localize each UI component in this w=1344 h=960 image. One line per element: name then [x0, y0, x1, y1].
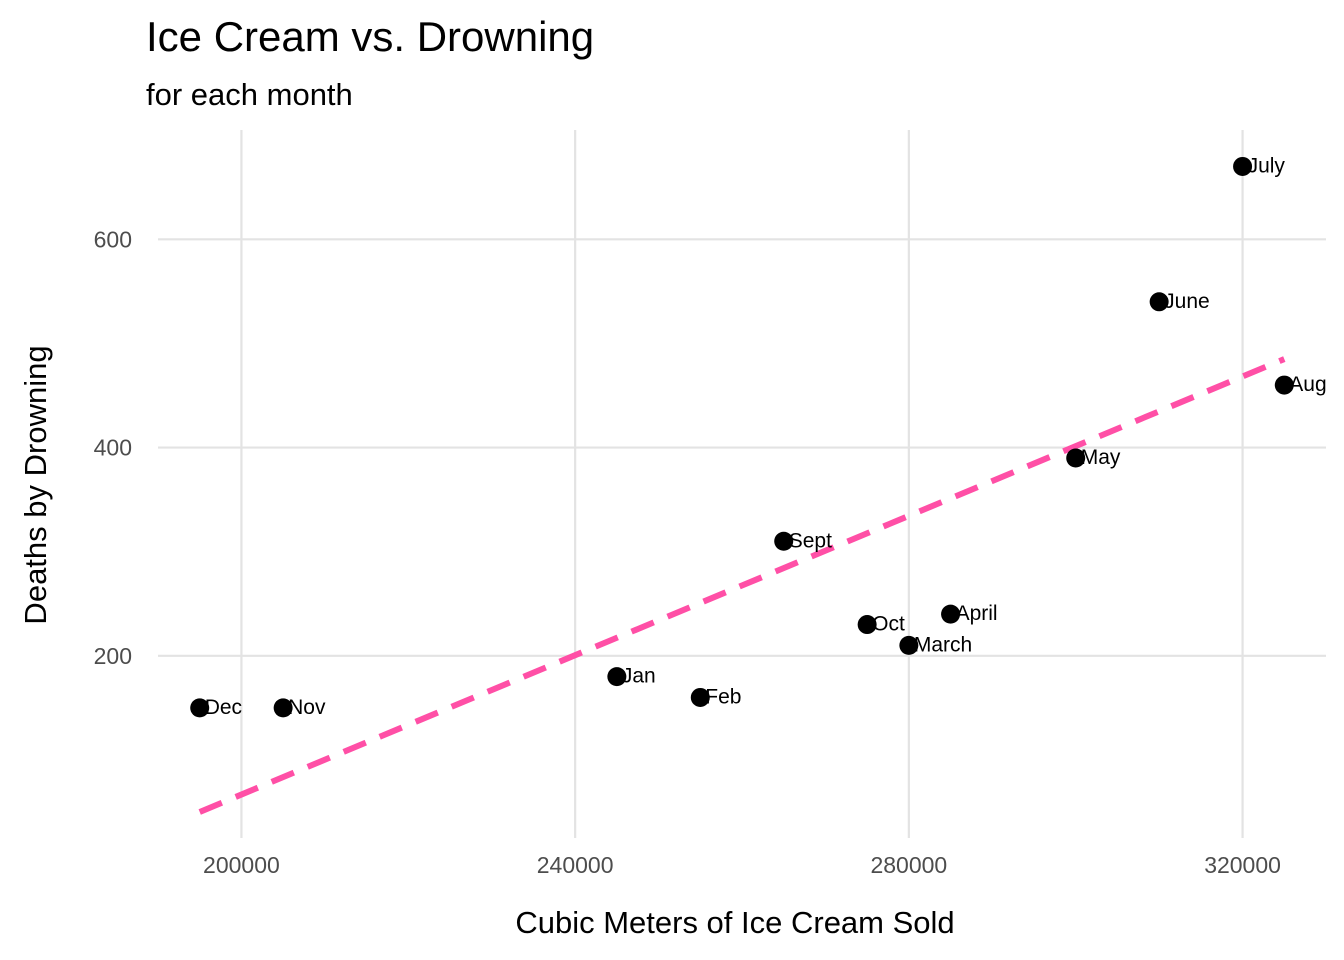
- chart-title: Ice Cream vs. Drowning: [146, 13, 594, 60]
- trend-line: [198, 356, 1286, 815]
- y-tick-label: 400: [94, 435, 132, 461]
- data-point: [774, 531, 794, 551]
- x-tick-label: 280000: [870, 852, 947, 878]
- point-label: Oct: [872, 613, 905, 636]
- data-point: [941, 604, 961, 624]
- x-tick-label: 240000: [537, 852, 614, 878]
- data-point: [1149, 292, 1169, 312]
- point-label: June: [1164, 290, 1210, 313]
- data-point: [1274, 375, 1294, 395]
- point-label: Dec: [205, 696, 242, 719]
- trend-layer: [198, 356, 1286, 815]
- data-point: [607, 667, 627, 687]
- point-label: Jan: [622, 665, 656, 688]
- y-tick-label: 600: [94, 226, 132, 252]
- point-label: July: [1248, 154, 1286, 177]
- point-layer: [190, 156, 1294, 718]
- chart-subtitle: for each month: [146, 77, 353, 112]
- x-tick-label: 200000: [203, 852, 280, 878]
- data-point: [899, 635, 919, 655]
- data-point: [857, 615, 877, 635]
- data-point: [273, 698, 293, 718]
- point-label: Sept: [789, 529, 832, 552]
- tick-layer: 200000 240000 280000 320000 200 400 600: [94, 226, 1281, 878]
- x-tick-label: 320000: [1204, 852, 1281, 878]
- data-point: [690, 687, 710, 707]
- data-point: [1066, 448, 1086, 468]
- data-point: [1233, 156, 1253, 176]
- label-layer: Dec Nov Jan Feb Sept Oct March April May June July…: [205, 154, 1327, 718]
- y-axis-title: Deaths by Drowning: [18, 345, 53, 624]
- x-axis-title: Cubic Meters of Ice Cream Sold: [515, 905, 954, 940]
- point-label: Aug: [1289, 373, 1326, 396]
- y-tick-label: 200: [94, 643, 132, 669]
- point-label: Feb: [705, 685, 741, 708]
- point-label: April: [956, 602, 998, 625]
- grid-layer: [158, 130, 1326, 838]
- data-point: [190, 698, 210, 718]
- point-label: March: [914, 633, 972, 656]
- point-label: Nov: [288, 696, 326, 719]
- point-label: May: [1081, 446, 1121, 469]
